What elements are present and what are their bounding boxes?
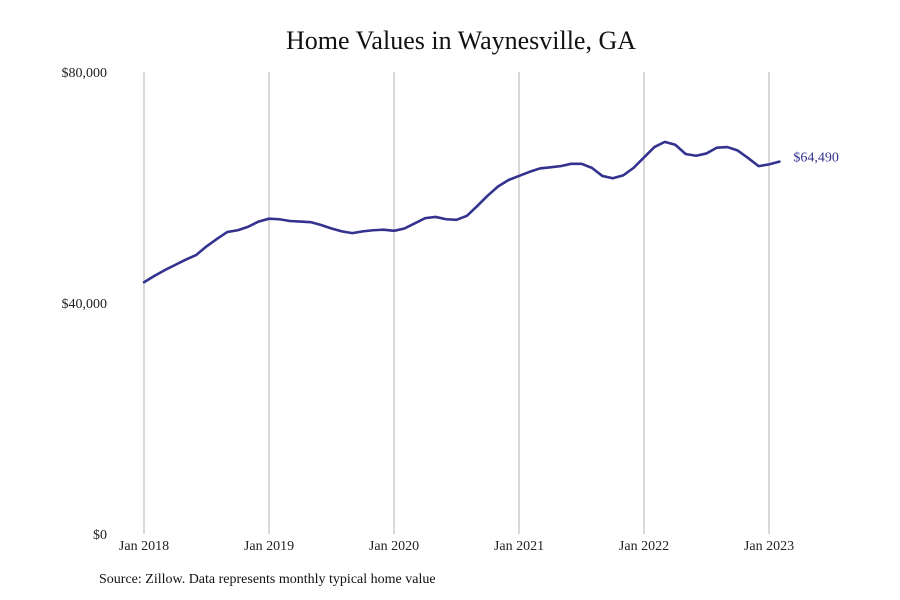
x-tick-label: Jan 2021 (494, 539, 544, 554)
x-tick-label: Jan 2022 (619, 539, 669, 554)
y-tick-label: $0 (93, 528, 107, 543)
source-note: Source: Zillow. Data represents monthly … (99, 572, 436, 587)
x-axis-tick-labels: Jan 2018 Jan 2019 Jan 2020 Jan 2021 Jan 2022… (119, 539, 794, 554)
vertical-grid-lines (143, 72, 770, 534)
chart-title: Home Values in Waynesville, GA (285, 26, 637, 55)
x-tick-label: Jan 2019 (244, 539, 294, 554)
x-tick-label: Jan 2020 (369, 539, 419, 554)
latest-value-label: $64,490 (793, 151, 839, 166)
x-tick-label: Jan 2023 (744, 539, 794, 554)
y-tick-label: $40,000 (62, 297, 108, 312)
home-value-line (142, 140, 781, 284)
y-tick-label: $80,000 (62, 66, 108, 81)
x-tick-label: Jan 2018 (119, 539, 169, 554)
y-axis-tick-labels: $0 $40,000 $80,000 (62, 66, 108, 543)
